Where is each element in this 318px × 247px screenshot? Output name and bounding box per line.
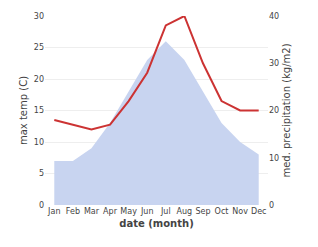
svg-text:25: 25 (34, 43, 44, 52)
svg-text:Oct: Oct (215, 207, 229, 216)
svg-text:0: 0 (39, 201, 44, 210)
svg-text:20: 20 (34, 75, 44, 84)
svg-text:date (month): date (month) (119, 218, 193, 229)
svg-text:May: May (120, 207, 137, 216)
svg-text:med. precipitation (kg/m2): med. precipitation (kg/m2) (281, 43, 292, 177)
svg-text:Mar: Mar (84, 207, 100, 216)
svg-text:Apr: Apr (103, 207, 118, 216)
svg-text:Aug: Aug (177, 207, 193, 216)
svg-text:10: 10 (34, 138, 44, 147)
svg-text:30: 30 (269, 59, 279, 68)
svg-text:20: 20 (269, 106, 279, 115)
svg-text:15: 15 (34, 106, 44, 115)
svg-text:Jan: Jan (47, 207, 60, 216)
svg-text:30: 30 (34, 12, 44, 21)
svg-text:Dec: Dec (251, 207, 266, 216)
svg-text:Nov: Nov (232, 207, 248, 216)
svg-text:5: 5 (39, 169, 44, 178)
svg-text:max temp (C): max temp (C) (18, 76, 29, 145)
svg-text:0: 0 (269, 201, 274, 210)
svg-text:40: 40 (269, 12, 279, 21)
svg-text:Jul: Jul (160, 207, 171, 216)
svg-text:10: 10 (269, 154, 279, 163)
svg-text:Feb: Feb (66, 207, 80, 216)
svg-text:Sep: Sep (195, 207, 210, 216)
svg-text:Jun: Jun (140, 207, 154, 216)
